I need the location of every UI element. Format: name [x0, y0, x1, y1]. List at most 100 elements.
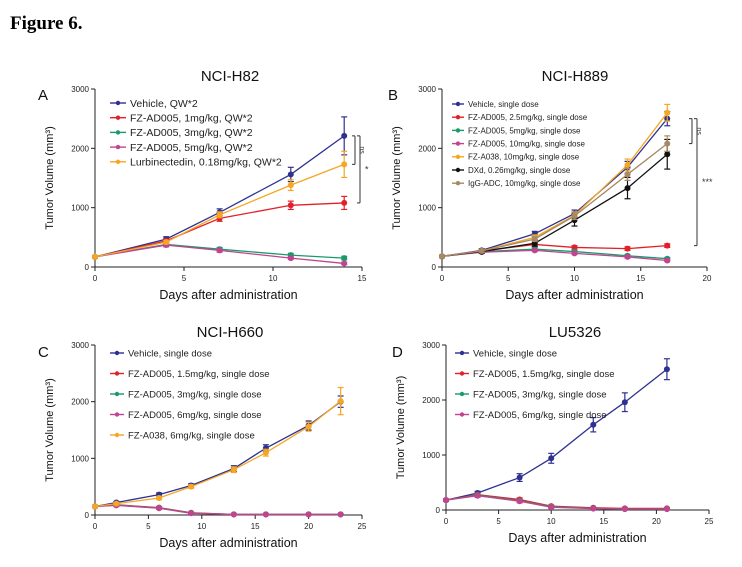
- panel-title: NCI-H82: [201, 68, 259, 85]
- significance-label: ns: [695, 127, 702, 135]
- data-point: [624, 253, 631, 260]
- legend-label: FZ-AD005, 1.5mg/kg, single dose: [473, 369, 615, 380]
- x-tick-label: 0: [440, 274, 445, 283]
- significance-bracket: ***: [694, 118, 713, 247]
- x-tick-label: 10: [197, 522, 206, 531]
- y-tick-label: 3000: [71, 85, 89, 94]
- legend-label: IgG-ADC, 10mg/kg, single dose: [468, 179, 581, 188]
- series-line: [94, 400, 342, 508]
- significance-label: ns: [358, 146, 365, 154]
- legend-swatch-marker: [115, 100, 121, 106]
- data-point: [474, 492, 481, 499]
- legend-label: Vehicle, single dose: [128, 348, 212, 359]
- series-line: [94, 135, 345, 258]
- x-tick-label: 15: [599, 517, 608, 526]
- data-point: [337, 511, 344, 518]
- x-tick-label: 15: [636, 274, 645, 283]
- legend-swatch-marker: [115, 115, 121, 120]
- x-tick-label: 10: [269, 274, 278, 283]
- x-axis-label: Days after administration: [159, 288, 297, 302]
- data-point: [624, 245, 631, 252]
- y-tick-label: 0: [85, 511, 90, 520]
- x-tick-label: 0: [444, 517, 449, 526]
- data-point: [92, 253, 98, 260]
- panel-title: NCI-H889: [542, 68, 609, 85]
- y-tick-label: 0: [432, 263, 437, 272]
- significance-bracket: ns: [352, 135, 365, 165]
- legend-swatch-marker: [114, 371, 120, 376]
- y-tick-label: 3000: [71, 341, 89, 350]
- x-tick-label: 25: [358, 522, 367, 531]
- legend-label: FZ-AD005, 5mg/kg, single dose: [468, 126, 581, 135]
- data-point: [664, 140, 671, 147]
- y-tick-label: 1000: [71, 204, 89, 213]
- x-tick-label: 10: [570, 274, 579, 283]
- legend-swatch-marker: [455, 141, 461, 146]
- data-point: [341, 132, 348, 139]
- panel-letter: D: [392, 344, 403, 361]
- data-point: [516, 498, 523, 505]
- legend-label: Vehicle, QW*2: [130, 98, 198, 110]
- x-tick-label: 10: [547, 517, 556, 526]
- legend-swatch-marker: [459, 371, 465, 376]
- significance-label: ***: [702, 177, 713, 187]
- y-tick-label: 3000: [418, 85, 436, 94]
- y-tick-label: 2000: [418, 144, 436, 153]
- legend-swatch-marker: [455, 167, 461, 173]
- series-line: [94, 504, 341, 516]
- y-axis-label: Tumor Volume (mm³): [44, 126, 56, 230]
- series-line: [441, 143, 668, 257]
- data-point: [305, 511, 312, 518]
- x-tick-label: 15: [251, 522, 260, 531]
- x-tick-label: 5: [146, 522, 151, 531]
- data-point: [92, 503, 98, 510]
- chart-panel-c: C NCI-H660 0 1000 2000 3000 0 5 10 15 20 25 Days aft…: [38, 324, 367, 550]
- data-point: [590, 421, 597, 428]
- y-tick-label: 2000: [71, 398, 89, 407]
- series-3: [92, 242, 348, 267]
- legend-label: FZ-AD005, 3mg/kg, QW*2: [130, 127, 253, 139]
- legend-label: FZ-AD005, 3mg/kg, single dose: [128, 389, 262, 400]
- data-point: [548, 504, 555, 511]
- data-point: [531, 236, 538, 243]
- data-point: [664, 257, 671, 264]
- y-tick-label: 1000: [71, 454, 89, 463]
- legend-swatch-marker: [455, 154, 461, 159]
- legend-swatch-marker: [455, 181, 461, 186]
- legend-swatch-marker: [115, 159, 121, 164]
- legend-swatch-marker: [455, 101, 461, 107]
- data-point: [443, 497, 449, 504]
- y-axis-label: Tumor Volume (mm³): [44, 378, 56, 482]
- legend-label: FZ-AD005, 10mg/kg, single dose: [468, 139, 585, 148]
- series-0: [443, 358, 670, 504]
- data-point: [188, 510, 195, 517]
- y-tick-label: 1000: [418, 204, 436, 213]
- y-tick-label: 3000: [422, 341, 440, 350]
- data-point: [621, 399, 628, 406]
- chart-panel-a: A NCI-H82 0 1000 2000 3000 0 5 10 15 Days after ad…: [38, 68, 369, 302]
- series-6: [439, 135, 671, 260]
- legend-swatch-marker: [455, 128, 461, 133]
- y-axis-label: Tumor Volume (mm³): [395, 376, 407, 480]
- significance-bracket: ns: [689, 118, 702, 145]
- series-3: [443, 492, 670, 513]
- x-tick-label: 15: [358, 274, 367, 283]
- data-point: [216, 211, 223, 218]
- legend-label: FZ-AD005, 1.5mg/kg, single dose: [128, 369, 270, 380]
- data-point: [664, 151, 671, 158]
- data-point: [663, 506, 670, 513]
- panel-letter: A: [38, 87, 48, 104]
- panel-title: LU5326: [549, 324, 602, 341]
- y-axis-label: Tumor Volume (mm³): [391, 126, 403, 230]
- data-point: [571, 212, 578, 219]
- panel-title: NCI-H660: [197, 324, 264, 341]
- data-point: [156, 495, 163, 501]
- x-axis-label: Days after administration: [159, 536, 297, 550]
- legend-label: FZ-AD005, 6mg/kg, single dose: [128, 410, 262, 421]
- data-point: [216, 247, 223, 254]
- data-point: [262, 449, 269, 456]
- x-tick-label: 5: [506, 274, 511, 283]
- legend-label: FZ-AD005, 2.5mg/kg, single dose: [468, 113, 588, 122]
- data-point: [624, 171, 631, 178]
- data-point: [516, 474, 523, 481]
